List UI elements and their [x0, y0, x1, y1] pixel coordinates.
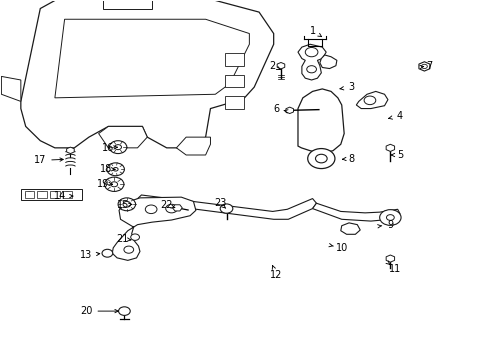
Circle shape [113, 167, 118, 171]
Bar [224, 96, 244, 109]
Polygon shape [319, 55, 336, 68]
Circle shape [115, 145, 121, 150]
Text: 3: 3 [347, 82, 354, 92]
Circle shape [421, 64, 427, 68]
Polygon shape [418, 62, 429, 71]
Circle shape [379, 210, 400, 225]
Text: 6: 6 [272, 104, 279, 113]
Circle shape [104, 177, 123, 192]
Polygon shape [356, 91, 387, 109]
Polygon shape [277, 63, 284, 69]
Circle shape [364, 96, 375, 105]
Text: 5: 5 [396, 150, 403, 160]
Text: 17: 17 [34, 156, 46, 165]
Text: 9: 9 [386, 220, 393, 230]
Circle shape [386, 215, 393, 220]
Text: 15: 15 [117, 200, 129, 210]
Text: 20: 20 [80, 306, 92, 316]
Circle shape [165, 204, 177, 213]
Circle shape [307, 149, 334, 168]
Circle shape [38, 192, 46, 198]
Circle shape [123, 246, 133, 253]
Text: 1: 1 [309, 26, 315, 36]
Bar [25, 191, 34, 198]
Circle shape [118, 198, 135, 211]
Polygon shape [112, 197, 196, 260]
Circle shape [315, 154, 326, 163]
Circle shape [102, 249, 113, 257]
Polygon shape [386, 255, 394, 262]
Polygon shape [297, 44, 325, 80]
Text: 21: 21 [116, 234, 128, 244]
Text: 11: 11 [388, 264, 401, 274]
Bar [37, 191, 47, 198]
Text: 23: 23 [214, 198, 226, 208]
Polygon shape [99, 126, 147, 148]
Polygon shape [66, 147, 74, 154]
Circle shape [305, 48, 317, 57]
Circle shape [220, 204, 232, 213]
Circle shape [145, 205, 157, 213]
Bar [50, 191, 60, 198]
Text: 2: 2 [269, 61, 275, 71]
Text: 16: 16 [102, 143, 114, 153]
Text: 14: 14 [54, 191, 66, 201]
Polygon shape [1, 76, 21, 102]
Circle shape [109, 141, 126, 154]
Bar [21, 189, 81, 201]
Text: 19: 19 [97, 179, 109, 189]
Text: 4: 4 [396, 111, 402, 121]
Text: 7: 7 [425, 61, 431, 71]
Polygon shape [297, 89, 344, 153]
Circle shape [118, 307, 130, 315]
Polygon shape [172, 205, 182, 211]
Circle shape [111, 182, 117, 187]
Bar [224, 75, 244, 87]
Text: 18: 18 [100, 164, 112, 174]
Circle shape [51, 192, 59, 198]
Bar [62, 191, 72, 198]
Circle shape [130, 234, 139, 240]
Polygon shape [340, 223, 360, 234]
Polygon shape [285, 107, 293, 113]
Text: 10: 10 [335, 243, 347, 253]
Circle shape [26, 192, 33, 198]
Polygon shape [136, 195, 316, 219]
Polygon shape [55, 19, 249, 98]
Circle shape [306, 66, 316, 73]
Circle shape [63, 192, 71, 198]
Polygon shape [386, 144, 394, 152]
Text: 12: 12 [269, 270, 282, 280]
Polygon shape [312, 203, 399, 221]
Polygon shape [103, 0, 152, 9]
Polygon shape [176, 137, 210, 155]
Polygon shape [21, 0, 273, 148]
Text: 22: 22 [160, 200, 173, 210]
Circle shape [122, 202, 130, 207]
Text: 8: 8 [347, 154, 354, 163]
Text: 13: 13 [80, 250, 92, 260]
Circle shape [107, 163, 124, 176]
Bar [224, 53, 244, 66]
